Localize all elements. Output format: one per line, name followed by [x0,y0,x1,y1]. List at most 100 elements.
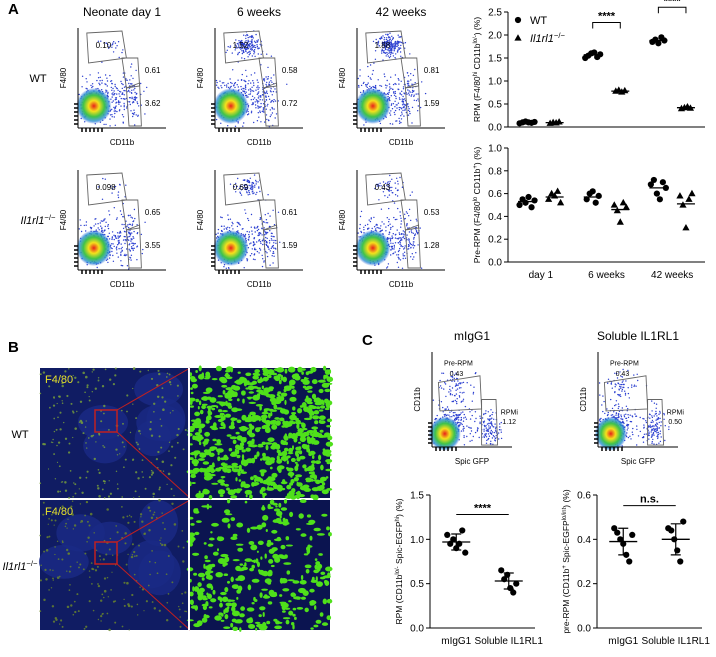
stain-blob [210,598,217,603]
event-dot [397,47,400,49]
event-dot [258,87,260,89]
stain-blob [201,405,207,410]
event-dot [229,45,232,47]
event-dot [462,398,465,400]
event-dot [117,235,119,237]
event-dot [397,44,399,46]
stain-blob [225,400,228,406]
stain-blob [287,452,294,455]
event-dot [397,183,399,185]
event-dot [626,424,628,427]
event-dot [414,68,416,71]
stain-dot [110,589,112,591]
event-dot [255,181,257,183]
stain-blob [254,454,258,460]
event-dot [111,46,113,48]
event-dot [400,41,402,44]
stain-blob [242,398,245,404]
event-dot [615,412,618,415]
event-dot [255,107,257,109]
stain-dot [158,486,161,489]
event-dot [379,182,381,184]
follicle [134,372,184,407]
stain-blob [292,613,296,617]
event-dot [648,431,650,433]
event-dot [254,186,256,188]
stain-dot [54,546,56,548]
event-dot [245,186,247,189]
event-dot [242,87,244,90]
stain-blob [250,544,258,551]
event-dot [117,191,120,193]
event-dot [393,248,395,250]
stain-dot [141,471,144,473]
event-dot [629,435,631,437]
event-dot [270,77,272,79]
event-dot [97,186,100,188]
event-dot [122,239,125,241]
stain-dot [114,621,117,624]
event-dot [357,232,359,234]
stain-blob [275,420,281,426]
stain-blob [281,425,286,428]
stain-blob [294,461,298,464]
stain-blob [248,429,253,433]
stain-blob [283,457,286,462]
event-dot [397,256,399,258]
event-dot [406,80,409,82]
stain-blob [284,554,288,559]
event-dot [249,52,251,55]
stain-dot [178,605,180,608]
stain-dot [56,461,59,464]
event-dot [250,184,252,187]
event-dot [247,83,249,85]
stain-blob [231,462,238,467]
event-dot [216,81,218,84]
stain-dot [84,426,87,428]
event-dot [267,119,270,121]
event-dot [402,245,404,248]
stain-dot [160,425,163,427]
event-dot [374,187,376,190]
stain-blob [290,495,297,500]
stain-dot [159,418,161,420]
event-dot [144,221,146,223]
event-dot [481,417,484,419]
event-dot [123,235,126,238]
event-dot [110,80,112,83]
stain-blob [241,390,246,396]
stain-blob [307,545,313,548]
event-dot [267,95,270,98]
stain-blob [186,619,194,622]
stain-dot [181,592,183,595]
event-dot [411,94,413,96]
event-dot [405,211,408,213]
gate-value: 0.43 [450,371,464,378]
event-dot [462,411,464,413]
stain-blob [269,591,273,594]
event-dot [274,117,276,119]
event-dot [446,414,448,416]
stain-blob [220,457,226,461]
event-dot [629,420,632,423]
stain-dot [51,513,53,516]
stain-blob [308,519,316,525]
event-dot [482,421,485,423]
event-dot [387,39,389,42]
event-dot [442,411,444,413]
stain-blob [267,569,273,576]
event-dot [462,425,465,428]
stain-blob [217,489,226,495]
event-dot [113,116,116,118]
stain-blob [203,614,210,619]
event-dot [217,232,219,234]
event-dot [241,52,244,55]
event-dot [116,246,118,248]
stain-dot [83,627,86,630]
stain-blob [275,505,278,508]
event-dot [359,69,361,71]
event-dot [413,99,415,102]
stain-blob [302,379,310,385]
event-dot [388,91,390,94]
event-dot [130,216,132,218]
